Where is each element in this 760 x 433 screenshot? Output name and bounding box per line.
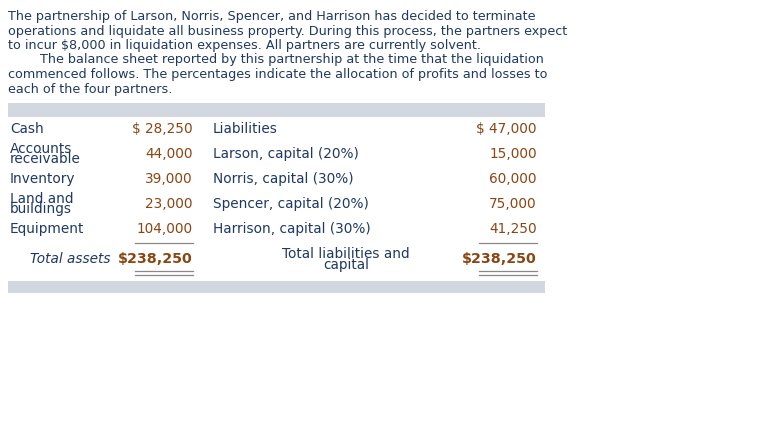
Text: Land and: Land and <box>10 192 74 206</box>
Text: Norris, capital (30%): Norris, capital (30%) <box>213 172 353 186</box>
Text: to incur $8,000 in liquidation expenses. All partners are currently solvent.: to incur $8,000 in liquidation expenses.… <box>8 39 481 52</box>
Text: 15,000: 15,000 <box>489 147 537 161</box>
Text: Harrison, capital (30%): Harrison, capital (30%) <box>213 222 371 236</box>
Text: $ 28,250: $ 28,250 <box>132 122 193 136</box>
Text: 75,000: 75,000 <box>489 197 537 211</box>
Text: Inventory: Inventory <box>10 172 75 186</box>
Text: Larson, capital (20%): Larson, capital (20%) <box>213 147 359 161</box>
Text: capital: capital <box>323 258 369 272</box>
Text: receivable: receivable <box>10 152 81 166</box>
Bar <box>8 281 545 293</box>
Text: Equipment: Equipment <box>10 222 84 236</box>
Text: The balance sheet reported by this partnership at the time that the liquidation: The balance sheet reported by this partn… <box>8 54 544 67</box>
Text: buildings: buildings <box>10 202 72 216</box>
Text: Cash: Cash <box>10 122 44 136</box>
Text: Total liabilities and: Total liabilities and <box>282 247 410 261</box>
Text: Accounts: Accounts <box>10 142 72 156</box>
Text: Liabilities: Liabilities <box>213 122 278 136</box>
Text: 23,000: 23,000 <box>145 197 193 211</box>
Text: each of the four partners.: each of the four partners. <box>8 83 173 96</box>
Text: $238,250: $238,250 <box>462 252 537 266</box>
Text: 60,000: 60,000 <box>489 172 537 186</box>
Text: The partnership of Larson, Norris, Spencer, and Harrison has decided to terminat: The partnership of Larson, Norris, Spenc… <box>8 10 536 23</box>
Text: $ 47,000: $ 47,000 <box>477 122 537 136</box>
Bar <box>8 103 545 117</box>
Text: 39,000: 39,000 <box>145 172 193 186</box>
Text: operations and liquidate all business property. During this process, the partner: operations and liquidate all business pr… <box>8 25 567 38</box>
Text: $238,250: $238,250 <box>119 252 193 266</box>
Text: Spencer, capital (20%): Spencer, capital (20%) <box>213 197 369 211</box>
Text: 104,000: 104,000 <box>137 222 193 236</box>
Text: 41,250: 41,250 <box>489 222 537 236</box>
Text: 44,000: 44,000 <box>145 147 193 161</box>
Text: Total assets: Total assets <box>30 252 110 266</box>
Text: commenced follows. The percentages indicate the allocation of profits and losses: commenced follows. The percentages indic… <box>8 68 547 81</box>
